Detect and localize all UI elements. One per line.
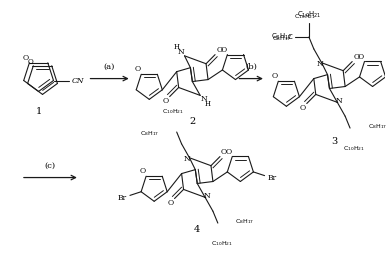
Text: C$_8$H$_{17}$: C$_8$H$_{17}$ bbox=[140, 130, 159, 139]
Text: N: N bbox=[336, 97, 343, 105]
Text: N: N bbox=[316, 60, 323, 68]
Text: C$_8$H$_{17}$: C$_8$H$_{17}$ bbox=[272, 34, 291, 44]
Text: CN: CN bbox=[72, 76, 84, 84]
Text: C$_{10}$H$_{21}$: C$_{10}$H$_{21}$ bbox=[211, 239, 233, 248]
Text: C$_{10}$H$_{21}$: C$_{10}$H$_{21}$ bbox=[162, 107, 184, 116]
Text: N: N bbox=[201, 95, 207, 103]
Text: O: O bbox=[216, 47, 222, 54]
Text: N: N bbox=[177, 48, 184, 56]
Text: 4: 4 bbox=[194, 225, 200, 234]
Text: (c): (c) bbox=[45, 162, 56, 170]
Text: O: O bbox=[226, 148, 232, 156]
Text: (b): (b) bbox=[245, 63, 257, 71]
Text: C: C bbox=[287, 34, 292, 40]
Text: O: O bbox=[140, 167, 146, 175]
Text: 1: 1 bbox=[36, 107, 42, 116]
Text: C$_{10}$H$_{21}$: C$_{10}$H$_{21}$ bbox=[297, 10, 321, 20]
Text: Br: Br bbox=[118, 194, 127, 202]
Text: 2: 2 bbox=[189, 117, 196, 126]
Text: O: O bbox=[23, 54, 29, 62]
Text: O: O bbox=[28, 58, 34, 66]
Text: O: O bbox=[358, 53, 364, 61]
Text: C$_8$H$_{17}$: C$_8$H$_{17}$ bbox=[368, 122, 387, 130]
Text: O: O bbox=[299, 104, 306, 112]
Text: O: O bbox=[272, 72, 278, 80]
Text: O: O bbox=[221, 148, 227, 156]
Text: C$_8$H$_{17}$: C$_8$H$_{17}$ bbox=[236, 217, 255, 225]
Text: O: O bbox=[221, 46, 227, 54]
Text: O: O bbox=[167, 199, 173, 207]
Text: O: O bbox=[162, 97, 169, 105]
Text: C$_{10}$H$_{21}$: C$_{10}$H$_{21}$ bbox=[343, 144, 365, 153]
Text: N: N bbox=[204, 192, 211, 200]
Text: H: H bbox=[205, 100, 211, 108]
Text: H: H bbox=[174, 43, 180, 51]
Text: N: N bbox=[184, 155, 191, 163]
Text: O: O bbox=[135, 65, 141, 73]
Text: O: O bbox=[353, 53, 359, 61]
Text: C$_{10}$H$_{21}$: C$_{10}$H$_{21}$ bbox=[294, 12, 316, 21]
Text: Br: Br bbox=[267, 174, 277, 182]
Text: C$_8$H$_{17}$: C$_8$H$_{17}$ bbox=[271, 32, 292, 42]
Text: (a): (a) bbox=[103, 63, 115, 71]
Text: 3: 3 bbox=[331, 137, 338, 146]
